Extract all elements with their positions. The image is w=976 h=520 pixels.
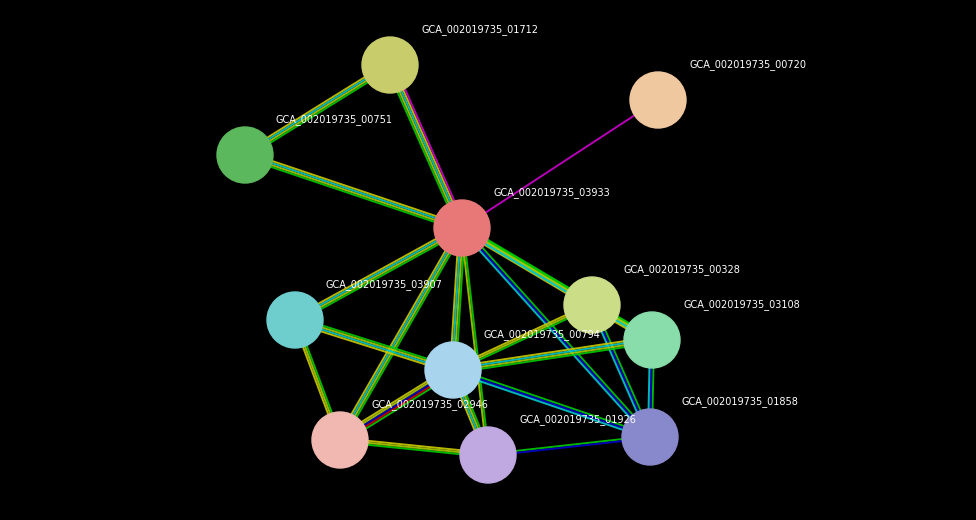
Text: GCA_002019735_01926: GCA_002019735_01926 [519,414,636,425]
Circle shape [267,292,323,348]
Circle shape [312,412,368,468]
Circle shape [630,72,686,128]
Text: GCA_002019735_03108: GCA_002019735_03108 [683,299,799,310]
Text: GCA_002019735_01712: GCA_002019735_01712 [421,24,538,35]
Text: GCA_002019735_00751: GCA_002019735_00751 [276,114,393,125]
Text: GCA_002019735_03907: GCA_002019735_03907 [326,279,443,290]
Circle shape [362,37,418,93]
Text: GCA_002019735_03933: GCA_002019735_03933 [493,187,610,198]
Circle shape [425,342,481,398]
Text: GCA_002019735_00328: GCA_002019735_00328 [623,264,740,275]
Text: GCA_002019735_00720: GCA_002019735_00720 [689,59,806,70]
Circle shape [624,312,680,368]
Text: GCA_002019735_00794: GCA_002019735_00794 [484,329,601,340]
Text: GCA_002019735_01858: GCA_002019735_01858 [681,396,797,407]
Circle shape [564,277,620,333]
Circle shape [434,200,490,256]
Circle shape [217,127,273,183]
Circle shape [460,427,516,483]
Circle shape [622,409,678,465]
Text: GCA_002019735_02946: GCA_002019735_02946 [371,399,488,410]
